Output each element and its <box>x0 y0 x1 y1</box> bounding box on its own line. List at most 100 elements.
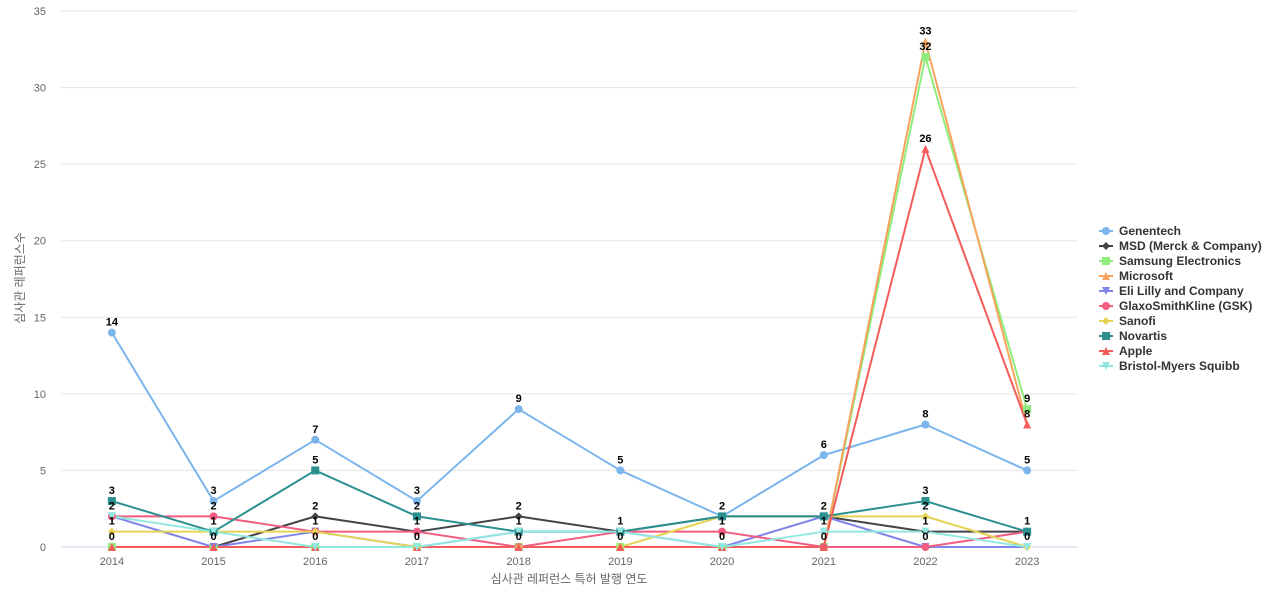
data-label: 0 <box>109 531 115 543</box>
data-label: 0 <box>922 531 928 543</box>
legend-item[interactable]: Samsung Electronics <box>1099 254 1241 268</box>
data-label: 2 <box>312 500 318 512</box>
data-point <box>718 543 727 551</box>
legend-item[interactable]: Eli Lilly and Company <box>1099 284 1244 298</box>
series-line <box>110 515 1029 548</box>
legend-label: Microsoft <box>1119 269 1173 283</box>
data-label: 1 <box>922 516 928 528</box>
data-point <box>514 512 523 521</box>
data-point <box>819 543 828 551</box>
data-point <box>1023 466 1032 475</box>
x-tick-label: 2015 <box>201 556 225 568</box>
data-point <box>819 512 828 521</box>
data-label: 5 <box>1024 454 1030 466</box>
y-tick-label: 5 <box>40 465 46 477</box>
legend-marker <box>1102 302 1110 310</box>
data-point <box>616 543 625 551</box>
legend-item[interactable]: Novartis <box>1099 329 1167 343</box>
data-label: 3 <box>210 485 216 497</box>
data-label: 1 <box>516 516 522 528</box>
data-label: 1 <box>1024 516 1030 528</box>
data-label: 2 <box>210 500 216 512</box>
data-point <box>311 543 320 551</box>
x-tick-label: 2021 <box>812 556 836 568</box>
series-line <box>110 515 1029 548</box>
data-label: 0 <box>719 531 725 543</box>
data-label: 0 <box>312 531 318 543</box>
x-tick-label: 2016 <box>303 556 327 568</box>
data-label: 0 <box>414 531 420 543</box>
legend-item[interactable]: Bristol-Myers Squibb <box>1099 359 1240 373</box>
legend-marker <box>1102 272 1110 280</box>
data-point <box>412 543 421 551</box>
data-label: 14 <box>106 317 119 329</box>
x-tick-label: 2019 <box>608 556 632 568</box>
data-label: 0 <box>516 531 522 543</box>
data-point <box>921 543 930 551</box>
data-point <box>412 527 421 536</box>
y-tick-label: 0 <box>40 542 46 554</box>
legend-marker <box>1102 257 1110 265</box>
data-label: 32 <box>919 41 931 53</box>
series-line <box>110 55 1029 548</box>
legend-item[interactable]: Apple <box>1099 344 1153 358</box>
legend-label: Eli Lilly and Company <box>1119 284 1244 298</box>
data-label: 3 <box>922 485 928 497</box>
data-point <box>209 543 218 551</box>
data-label: 3 <box>109 485 115 497</box>
legend-marker <box>1102 242 1110 250</box>
data-point <box>616 527 625 536</box>
legend-item[interactable]: Sanofi <box>1099 314 1156 328</box>
data-label: 2 <box>922 500 928 512</box>
legend-label: Genentech <box>1119 224 1181 238</box>
series-lines <box>110 40 1029 548</box>
data-label: 2 <box>516 500 522 512</box>
x-tick-label: 2023 <box>1015 556 1039 568</box>
legend-label: Sanofi <box>1119 314 1156 328</box>
legend-label: Samsung Electronics <box>1119 254 1241 268</box>
data-point <box>819 527 828 536</box>
data-point <box>412 497 421 506</box>
legend-item[interactable]: GlaxoSmithKline (GSK) <box>1099 299 1252 313</box>
data-label: 0 <box>821 531 827 543</box>
legend-item[interactable]: Microsoft <box>1099 269 1173 283</box>
data-point <box>107 543 116 551</box>
data-point <box>311 466 320 475</box>
data-point <box>921 144 930 153</box>
series-line <box>110 147 1029 548</box>
y-tick-label: 10 <box>34 389 46 401</box>
data-point <box>921 52 930 61</box>
series-line <box>110 331 1029 518</box>
data-label: 6 <box>821 439 827 451</box>
data-point <box>209 512 218 521</box>
legend-marker <box>1102 287 1110 295</box>
x-axis-title: 심사관 레퍼런스 특허 발행 연도 <box>491 571 648 586</box>
data-point <box>718 512 727 521</box>
data-point <box>1023 543 1032 551</box>
x-tick-label: 2017 <box>405 556 429 568</box>
data-point <box>209 527 218 536</box>
legend-label: MSD (Merck & Company) <box>1119 239 1262 253</box>
data-label: 5 <box>617 454 623 466</box>
y-tick-label: 15 <box>34 312 46 324</box>
data-label: 7 <box>312 424 318 436</box>
y-tick-label: 20 <box>34 236 46 248</box>
legend-item[interactable]: MSD (Merck & Company) <box>1099 239 1262 253</box>
x-tick-label: 2020 <box>710 556 734 568</box>
data-label: 1 <box>312 516 318 528</box>
data-point <box>311 435 320 444</box>
legend-item[interactable]: Genentech <box>1099 224 1181 238</box>
y-tick-label: 35 <box>34 6 46 18</box>
series-line <box>110 40 1029 548</box>
legend-label: GlaxoSmithKline (GSK) <box>1119 299 1252 313</box>
data-point <box>514 543 523 551</box>
data-point <box>107 527 116 536</box>
data-label: 1 <box>821 516 827 528</box>
data-label: 9 <box>516 393 522 405</box>
legend-marker <box>1102 362 1110 370</box>
data-label: 0 <box>210 531 216 543</box>
data-point <box>921 37 930 46</box>
